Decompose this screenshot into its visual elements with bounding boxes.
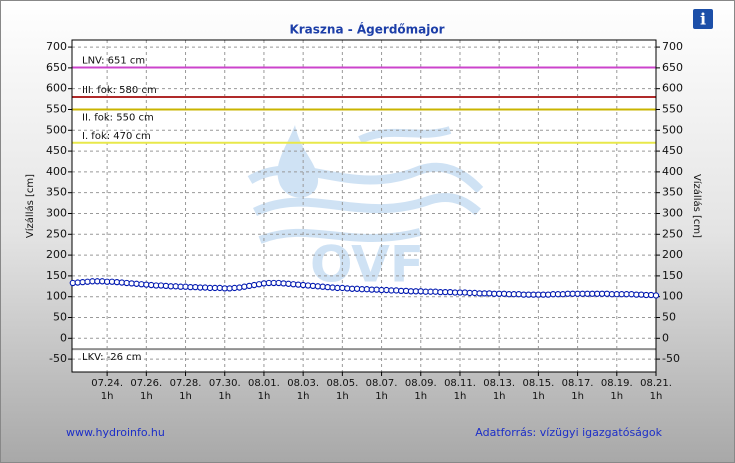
- data-point: [236, 284, 243, 291]
- y2-tick-label: 200: [662, 248, 683, 261]
- y-tick-label: 550: [46, 102, 67, 115]
- y2-tick-label: 0: [662, 331, 669, 344]
- x-tick-label: 08.17. 1h: [561, 378, 594, 402]
- info-button[interactable]: [693, 9, 713, 29]
- y2-tick-label: 350: [662, 186, 683, 199]
- y-tick-label: 250: [46, 227, 67, 240]
- y2-tick-label: 600: [662, 82, 683, 95]
- y-tick-label: 650: [46, 61, 67, 74]
- x-tick-label: 08.03. 1h: [287, 378, 320, 402]
- y2-axis-title: Vízállás [cm]: [691, 174, 703, 238]
- y2-tick-label: 550: [662, 102, 683, 115]
- y-axis-title: Vízállás [cm]: [24, 174, 36, 238]
- data-point: [250, 281, 258, 289]
- info-icon[interactable]: i: [700, 10, 706, 29]
- x-tick-label: 07.30. 1h: [208, 378, 241, 402]
- y2-tick-label: -50: [662, 352, 680, 365]
- y2-tick-label: 650: [662, 61, 683, 74]
- x-tick-label: 08.01. 1h: [248, 378, 280, 402]
- x-tick-label: 08.07. 1h: [365, 378, 398, 402]
- y2-tick-label: 300: [662, 206, 683, 219]
- y2-tick-label: 250: [662, 227, 683, 240]
- y-tick-label: 400: [46, 165, 67, 178]
- y-tick-label: 600: [46, 82, 67, 95]
- x-tick-label: 08.05. 1h: [326, 378, 359, 402]
- x-tick-label: 07.26. 1h: [130, 378, 163, 402]
- y-tick-label: 0: [60, 331, 67, 344]
- watermark: OVF: [310, 236, 424, 294]
- plot-frame: [71, 39, 657, 373]
- footer-source: Adatforrás: vízügyi igazgatóságok: [475, 426, 662, 439]
- threshold-label: LNV: 651 cm: [82, 55, 145, 66]
- chart-title: Kraszna - Ágerdőmajor: [289, 22, 444, 37]
- x-tick-label: 07.28. 1h: [169, 378, 202, 402]
- y2-tick-label: 500: [662, 123, 683, 136]
- threshold-label: II. fok: 550 cm: [82, 112, 154, 123]
- data-point: [246, 282, 253, 290]
- y2-tick-label: 50: [662, 310, 676, 323]
- y-tick-label: 700: [46, 40, 67, 53]
- data-point: [241, 283, 248, 290]
- y-tick-label: 350: [46, 186, 67, 199]
- y-tick-label: 150: [46, 269, 67, 282]
- y-tick-label: 450: [46, 144, 67, 157]
- y-tick-label: 500: [46, 123, 67, 136]
- x-tick-label: 08.19. 1h: [600, 378, 633, 402]
- y-tick-label: 100: [46, 290, 67, 303]
- plot-area: [72, 40, 656, 372]
- y2-tick-label: 100: [662, 290, 683, 303]
- y2-tick-label: 150: [662, 269, 683, 282]
- threshold-label: III. fok: 580 cm: [82, 85, 157, 96]
- y2-tick-label: 450: [662, 144, 683, 157]
- data-point: [652, 292, 660, 299]
- threshold-label: LKV: -26 cm: [82, 352, 141, 363]
- x-tick-label: 07.24. 1h: [91, 378, 124, 402]
- y-tick-label: 300: [46, 206, 67, 219]
- x-tick-label: 08.09. 1h: [404, 378, 437, 402]
- x-tick-label: 08.11. 1h: [444, 378, 476, 402]
- y-tick-label: -50: [49, 352, 67, 365]
- y-tick-label: 50: [53, 310, 67, 323]
- y-tick-label: 200: [46, 248, 67, 261]
- threshold-label: I. fok: 470 cm: [82, 131, 151, 142]
- x-tick-label: 08.15. 1h: [522, 378, 555, 402]
- data-point: [255, 281, 263, 288]
- y2-tick-label: 400: [662, 165, 683, 178]
- footer-link[interactable]: www.hydroinfo.hu: [66, 426, 165, 439]
- x-tick-label: 08.21. 1h: [640, 378, 672, 402]
- x-tick-label: 08.13. 1h: [483, 378, 516, 402]
- y2-tick-label: 700: [662, 40, 683, 53]
